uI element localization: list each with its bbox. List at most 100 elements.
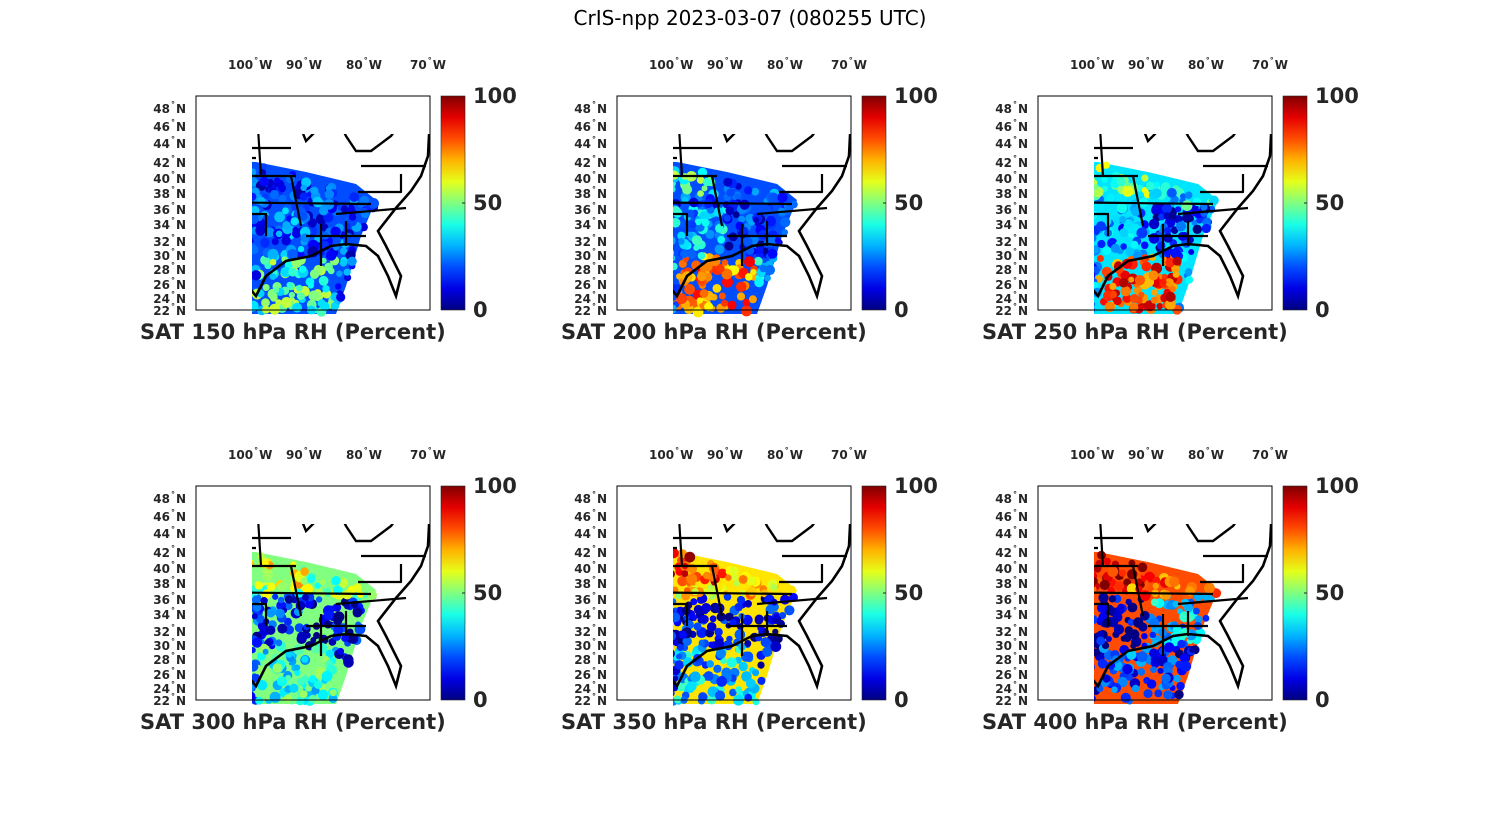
obs-point — [289, 683, 299, 693]
obs-point — [724, 241, 734, 251]
obs-point — [641, 610, 652, 621]
obs-point — [1084, 278, 1092, 286]
lat-hemisphere: N — [596, 292, 607, 306]
obs-point — [215, 180, 221, 186]
obs-point — [222, 599, 232, 609]
degree-symbol: ° — [427, 446, 432, 455]
obs-point — [654, 571, 665, 582]
obs-point — [205, 283, 214, 292]
lon-tick-label: 100°W — [649, 56, 693, 72]
obs-point — [1034, 301, 1043, 310]
lat-hemisphere: N — [175, 593, 186, 607]
obs-point — [1068, 654, 1077, 663]
obs-point — [216, 219, 222, 225]
lon-tick-label: 80°W — [346, 56, 382, 72]
obs-point — [230, 614, 239, 623]
obs-point — [738, 661, 748, 672]
obs-point — [1151, 289, 1158, 296]
obs-point — [696, 176, 705, 184]
obs-point — [283, 694, 292, 703]
obs-point — [1050, 561, 1060, 571]
obs-point — [199, 285, 205, 291]
obs-point — [203, 210, 213, 220]
map-frame — [1037, 485, 1273, 701]
degree-symbol: ° — [591, 651, 596, 660]
obs-point — [643, 168, 650, 175]
state-border — [252, 602, 268, 626]
obs-point — [1072, 292, 1080, 300]
lat-hemisphere: N — [1017, 249, 1028, 263]
obs-point — [227, 649, 237, 659]
obs-point — [1078, 581, 1089, 592]
degree-symbol: ° — [591, 276, 596, 285]
colorbar-tick-label: 100 — [473, 84, 517, 108]
obs-point — [649, 281, 656, 288]
lat-tick-label: 24°N — [140, 680, 186, 696]
lat-tick-label: 28°N — [140, 651, 186, 667]
obs-point — [1047, 640, 1054, 647]
colorbar-tick-label: 100 — [894, 474, 938, 498]
obs-point — [308, 290, 320, 302]
lat-tick-label: 34°N — [982, 216, 1028, 232]
obs-point — [651, 171, 660, 180]
obs-point — [729, 619, 737, 627]
obs-point — [1094, 281, 1099, 288]
obs-point — [260, 597, 268, 605]
obs-point — [1094, 664, 1095, 670]
obs-point — [206, 224, 213, 231]
obs-point — [194, 663, 204, 673]
obs-point — [1168, 285, 1176, 293]
obs-point — [635, 247, 642, 254]
obs-point — [1068, 195, 1078, 205]
obs-point — [1098, 592, 1109, 603]
obs-point — [649, 215, 656, 222]
obs-point — [723, 214, 731, 222]
obs-point — [647, 199, 653, 205]
obs-point — [614, 231, 622, 239]
obs-point — [223, 615, 233, 625]
obs-point — [228, 688, 237, 697]
obs-point — [1124, 247, 1135, 257]
obs-point — [210, 272, 221, 283]
obs-point — [1043, 691, 1053, 701]
obs-point — [220, 175, 228, 183]
lon-hemisphere: W — [259, 448, 273, 462]
obs-point — [232, 241, 241, 250]
obs-point — [643, 607, 653, 617]
obs-point — [625, 668, 635, 678]
obs-point — [296, 284, 303, 292]
obs-point — [294, 623, 304, 633]
obs-point — [259, 176, 269, 187]
obs-point — [257, 651, 266, 661]
obs-point — [1075, 169, 1084, 178]
obs-point — [644, 629, 653, 638]
obs-point — [261, 298, 270, 308]
lat-hemisphere: N — [596, 278, 607, 292]
obs-point — [1061, 628, 1072, 639]
obs-point — [252, 175, 256, 184]
obs-point — [648, 240, 654, 246]
obs-point — [238, 228, 245, 235]
obs-point — [626, 266, 637, 277]
obs-point — [1137, 668, 1146, 676]
obs-point — [673, 619, 674, 622]
obs-point — [673, 612, 681, 623]
degree-symbol: ° — [170, 247, 175, 256]
obs-point — [208, 288, 216, 296]
obs-point — [252, 216, 254, 223]
obs-point — [1131, 684, 1140, 693]
obs-point — [254, 581, 263, 590]
obs-point — [245, 297, 252, 304]
obs-point — [284, 595, 294, 604]
obs-point — [619, 602, 629, 612]
obs-point — [1141, 633, 1148, 640]
obs-point — [1058, 629, 1064, 635]
degree-symbol: ° — [1012, 651, 1017, 660]
obs-point — [1096, 221, 1106, 232]
obs-point — [353, 583, 362, 593]
obs-point — [323, 212, 334, 223]
obs-point — [199, 271, 208, 280]
obs-point — [1079, 674, 1085, 680]
state-borders — [1094, 524, 1268, 656]
obs-point — [224, 174, 230, 180]
